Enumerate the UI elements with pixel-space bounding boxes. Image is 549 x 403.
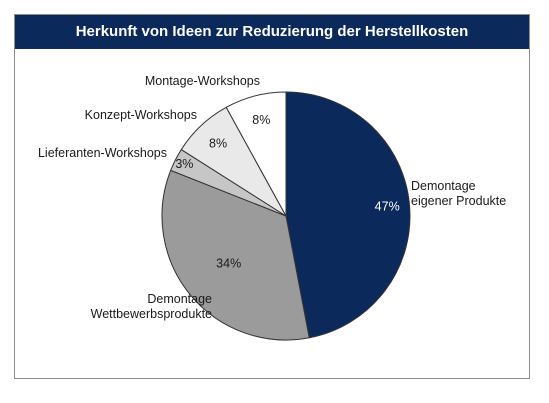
pie-slice-demontage-eigener-produkte (285, 91, 411, 339)
pie-value-label: 8% (252, 113, 270, 127)
pie-slice-montage-workshops (225, 91, 287, 217)
pie-category-label: Lieferanten-Workshops (38, 146, 167, 160)
pie-category-label: Demontage Wettbewerbsprodukte (91, 292, 212, 321)
pie-category-label: Montage-Workshops (145, 74, 260, 88)
chart-title: Herkunft von Ideen zur Reduzierung der H… (15, 15, 529, 49)
pie-value-label: 34% (216, 256, 241, 270)
pie-value-label: 8% (209, 137, 227, 151)
pie-value-label: 47% (375, 199, 400, 213)
pie-slice-demontage-wettbewerbsprodukte (161, 169, 310, 341)
pie-category-label: Demontage eigener Produkte (411, 179, 506, 208)
pie-labels: 47% Demontage eigener Produkte 34% Demontage… (38, 74, 506, 321)
pie-category-label: Konzept-Workshops (85, 108, 197, 122)
pie-slices (161, 91, 411, 341)
pie-value-label: 3% (175, 157, 193, 171)
